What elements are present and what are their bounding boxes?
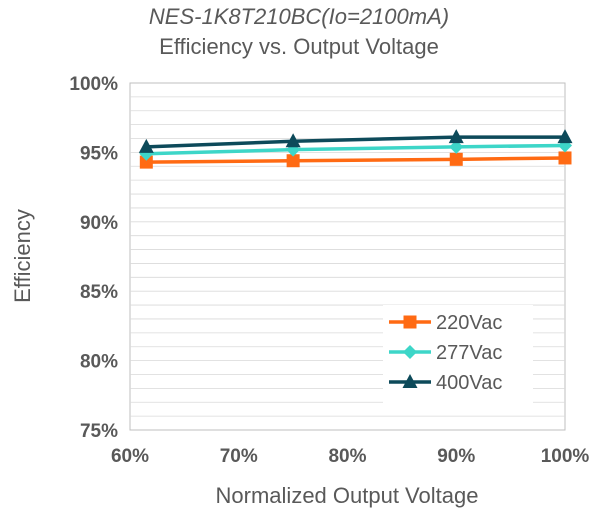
data-point-400vac — [285, 133, 301, 148]
data-point-220vac — [558, 151, 572, 165]
y-tick-label: 75% — [80, 421, 118, 442]
x-tick-label: 70% — [220, 446, 258, 467]
legend: 220Vac 277Vac 400Vac — [383, 305, 533, 405]
series-line-400vac — [146, 135, 565, 149]
data-point-220vac — [449, 152, 463, 166]
x-tick-label: 100% — [541, 446, 590, 467]
legend-marker-400vac — [402, 374, 418, 388]
x-tick-label: 90% — [437, 446, 475, 467]
x-axis-title: Normalized Output Voltage — [216, 483, 479, 508]
legend-label-400vac: 400Vac — [436, 372, 502, 394]
legend-marker-220vac — [403, 315, 417, 329]
data-point-400vac — [138, 138, 154, 153]
x-tick-label: 60% — [111, 446, 149, 467]
legend-label-220vac: 220Vac — [436, 312, 502, 334]
tick-labels: 100% 95% 90% 85% 80% 75% 60% 70% 80% 90% 100% — [69, 74, 589, 467]
legend-marker-277vac — [403, 345, 417, 359]
data-point-400vac — [557, 129, 573, 144]
y-tick-label: 90% — [80, 213, 118, 234]
data-point-220vac — [286, 154, 300, 168]
data-point-400vac — [448, 129, 464, 144]
series-line-220vac — [146, 156, 566, 164]
series-lines — [146, 135, 566, 164]
x-tick-label: 80% — [328, 446, 366, 467]
y-tick-label: 100% — [69, 74, 118, 95]
legend-label-277vac: 277Vac — [436, 342, 502, 364]
y-tick-label: 95% — [80, 143, 118, 164]
y-tick-label: 85% — [80, 282, 118, 303]
y-axis-title: Efficiency — [10, 209, 35, 303]
chart-title: NES-1K8T210BC(Io=2100mA) — [148, 4, 450, 29]
data-point-277vac — [449, 139, 464, 154]
data-point-220vac — [139, 155, 153, 169]
series-line-277vac — [146, 143, 566, 156]
series-markers — [138, 129, 573, 169]
y-tick-label: 80% — [80, 352, 118, 373]
gridlines — [130, 96, 565, 417]
chart-subtitle: Efficiency vs. Output Voltage — [159, 34, 439, 59]
